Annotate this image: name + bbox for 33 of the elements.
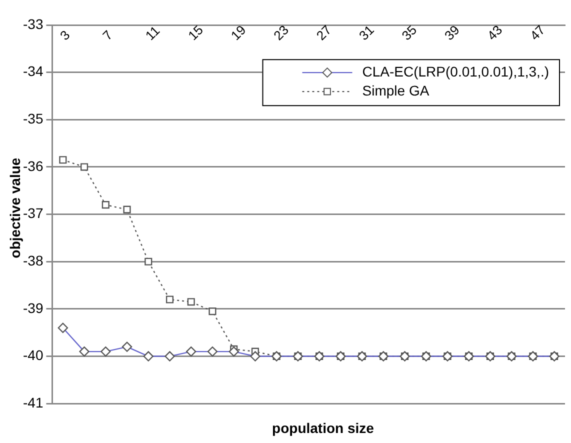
point	[123, 206, 131, 214]
x-tick-label: 27	[313, 22, 334, 44]
y-tick-label: -34	[23, 63, 44, 80]
legend-label: CLA-EC(LRP(0.01,0.01),1,3,.)	[362, 63, 550, 80]
point	[80, 163, 88, 171]
y-tick-label: -39	[23, 300, 44, 316]
point	[187, 298, 195, 306]
point	[102, 201, 110, 209]
y-tick-label: -33	[23, 16, 44, 32]
point	[166, 296, 174, 304]
point	[59, 156, 67, 164]
x-tick-label: 7	[100, 27, 116, 44]
legend-label: Simple GA	[362, 82, 430, 98]
x-tick-label: 23	[270, 22, 292, 44]
y-axis-title: objective value	[7, 156, 23, 260]
x-tick-label: 47	[526, 22, 548, 44]
y-tick-label: -37	[23, 205, 44, 222]
x-tick-label: 3	[56, 27, 73, 44]
y-tick-label: -41	[23, 394, 44, 410]
y-tick-label: -38	[23, 252, 44, 268]
x-tick-label: 31	[356, 22, 377, 44]
x-tick-label: 11	[142, 23, 163, 44]
x-tick-label: 39	[442, 22, 462, 44]
point	[208, 308, 216, 316]
point	[144, 258, 152, 266]
y-tick-label: -35	[23, 110, 44, 127]
x-tick-label: 35	[398, 22, 420, 44]
x-tick-label: 15	[185, 22, 206, 44]
x-axis-title: population size	[271, 420, 375, 436]
x-tick-label: 43	[484, 22, 506, 44]
y-tick-label: -36	[23, 158, 44, 174]
x-tick-label: 19	[228, 22, 249, 44]
y-tick-label: -40	[23, 347, 44, 364]
